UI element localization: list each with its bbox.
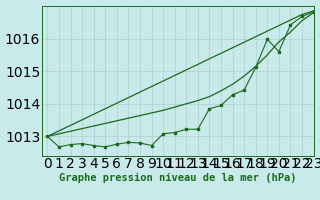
X-axis label: Graphe pression niveau de la mer (hPa): Graphe pression niveau de la mer (hPa): [59, 173, 296, 183]
